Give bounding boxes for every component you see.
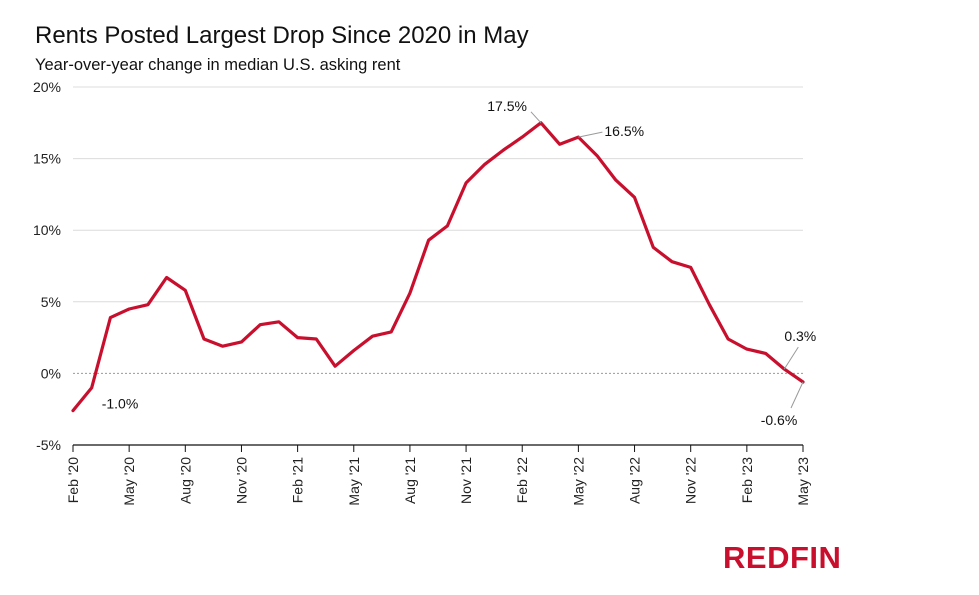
y-tick-label: 20%	[33, 79, 61, 95]
x-tick-label: Aug '22	[627, 457, 643, 504]
x-tick-label: Aug '21	[402, 457, 418, 504]
gridlines	[73, 86, 803, 374]
x-tick-label: Nov '22	[683, 457, 699, 504]
y-axis-ticks: -5% 0% 5% 10% 15% 20%	[33, 79, 61, 453]
annotation-leader	[578, 131, 603, 138]
x-tick-label: May '23	[795, 457, 811, 506]
x-tick-label: May '21	[346, 457, 362, 506]
y-tick-label: -5%	[36, 437, 61, 453]
x-tick-label: Feb '21	[290, 457, 306, 503]
annotation-label: 0.3%	[784, 328, 816, 344]
x-tick-label: Nov '20	[233, 457, 249, 504]
x-tick-label: Feb '23	[739, 457, 755, 503]
series-group	[71, 121, 805, 413]
x-tick-label: Aug '20	[177, 457, 193, 504]
series-line	[71, 121, 805, 413]
x-axis: Feb '20 May '20 Aug '20 Nov '20 Feb '21 May '…	[65, 444, 811, 506]
x-tick-label: Nov '21	[458, 457, 474, 504]
y-tick-label: 5%	[41, 294, 61, 310]
annotation-label: -0.6%	[761, 412, 798, 428]
y-tick-label: 10%	[33, 222, 61, 238]
annotation-leader	[790, 381, 804, 409]
chart-subtitle: Year-over-year change in median U.S. ask…	[35, 56, 401, 74]
annotation-leader	[530, 111, 542, 124]
chart-title: Rents Posted Largest Drop Since 2020 in …	[35, 22, 529, 49]
annotation-label: 16.5%	[604, 123, 644, 139]
annotation-leader	[783, 346, 799, 370]
annotation-label: -1.0%	[102, 396, 139, 412]
annotations: -1.0% 17.5% 16.5% 0.3% -0.6%	[102, 98, 817, 428]
x-tick-label: May '20	[121, 457, 137, 506]
x-tick-label: Feb '20	[65, 457, 81, 503]
redfin-logo: REDFIN	[723, 540, 842, 575]
y-tick-label: 15%	[33, 151, 61, 167]
x-tick-label: Feb '22	[514, 457, 530, 503]
y-tick-label: 0%	[41, 365, 61, 381]
x-tick-label: May '22	[570, 457, 586, 506]
annotation-label: 17.5%	[487, 98, 527, 114]
